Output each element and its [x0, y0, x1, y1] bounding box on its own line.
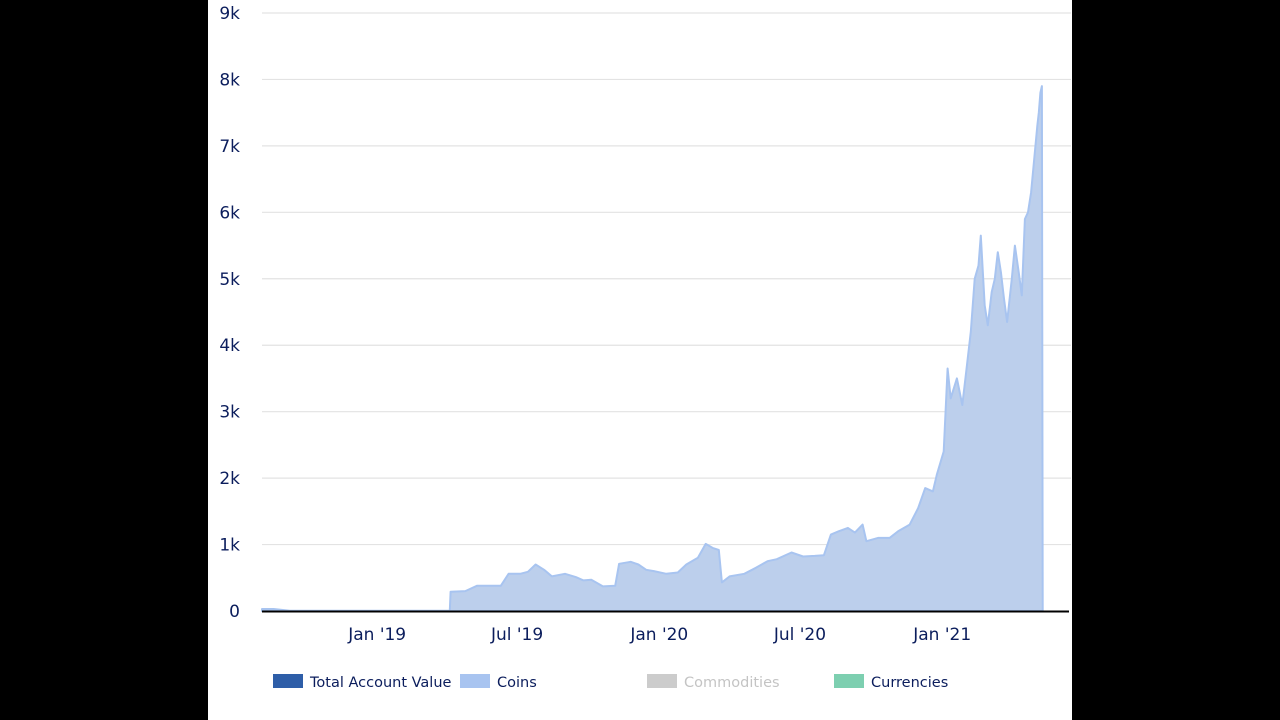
legend-swatch	[834, 674, 864, 688]
legend-swatch	[460, 674, 490, 688]
legend-item-commodities[interactable]: Commodities	[647, 674, 780, 691]
y-tick-label: 6k	[219, 203, 240, 223]
gridlines	[262, 12, 1071, 546]
legend-label: Coins	[497, 675, 537, 691]
legend: Total Account Value Coins Commodities Curre…	[273, 674, 948, 691]
series-areas	[261, 85, 1044, 612]
y-tick-label: 3k	[219, 403, 240, 423]
legend-swatch	[647, 674, 677, 688]
x-tick-label: Jan '19	[347, 625, 406, 645]
x-tick-label: Jul '19	[490, 625, 543, 645]
y-tick-label: 4k	[219, 336, 240, 356]
y-axis-ticks: 0 1k 2k 3k 4k 5k 6k 7k 8k 9k	[219, 4, 240, 622]
legend-swatch	[273, 674, 303, 688]
legend-label: Currencies	[871, 675, 948, 691]
x-tick-label: Jul '20	[773, 625, 826, 645]
series-area-coins[interactable]	[261, 85, 1044, 612]
y-tick-label: 5k	[219, 270, 240, 290]
legend-label: Commodities	[684, 675, 780, 691]
y-tick-label: 8k	[219, 70, 240, 90]
legend-label: Total Account Value	[309, 675, 452, 691]
x-tick-label: Jan '20	[629, 625, 688, 645]
y-tick-label: 2k	[219, 469, 240, 489]
legend-item-currencies[interactable]: Currencies	[834, 674, 948, 691]
y-tick-label: 0	[229, 602, 240, 622]
legend-item-coins[interactable]: Coins	[460, 674, 537, 691]
legend-item-total-account-value[interactable]: Total Account Value	[273, 674, 452, 691]
x-tick-label: Jan '21	[912, 625, 971, 645]
x-axis-ticks: Jan '19 Jul '19 Jan '20 Jul '20 Jan '21	[347, 625, 971, 645]
y-tick-label: 7k	[219, 137, 240, 157]
y-tick-label: 9k	[219, 4, 240, 24]
y-tick-label: 1k	[219, 536, 240, 556]
